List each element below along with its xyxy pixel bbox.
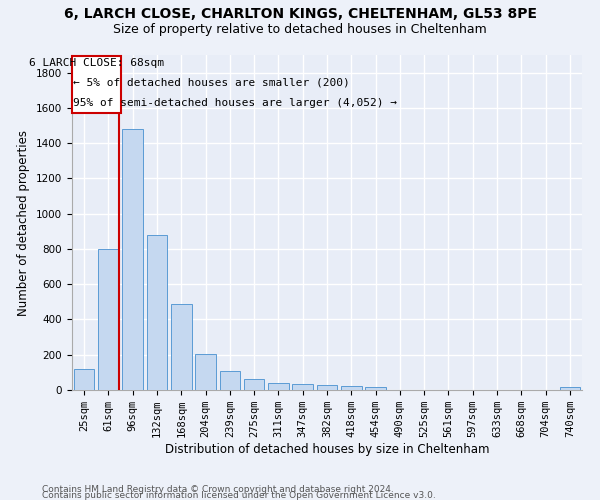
Text: 6 LARCH CLOSE: 68sqm: 6 LARCH CLOSE: 68sqm	[29, 58, 164, 68]
Bar	[98, 249, 119, 390]
Bar	[171, 304, 191, 390]
Bar	[74, 369, 94, 390]
Text: Contains HM Land Registry data © Crown copyright and database right 2024.: Contains HM Land Registry data © Crown c…	[42, 485, 394, 494]
Text: ← 5% of detached houses are smaller (200): ← 5% of detached houses are smaller (200…	[73, 78, 350, 88]
Bar	[341, 386, 362, 390]
X-axis label: Distribution of detached houses by size in Cheltenham: Distribution of detached houses by size …	[165, 443, 489, 456]
Bar	[268, 383, 289, 390]
FancyBboxPatch shape	[72, 56, 121, 113]
Text: Size of property relative to detached houses in Cheltenham: Size of property relative to detached ho…	[113, 22, 487, 36]
Bar	[292, 384, 313, 390]
Text: 6, LARCH CLOSE, CHARLTON KINGS, CHELTENHAM, GL53 8PE: 6, LARCH CLOSE, CHARLTON KINGS, CHELTENH…	[64, 8, 536, 22]
Bar	[146, 235, 167, 390]
Bar	[317, 384, 337, 390]
Bar	[220, 372, 240, 390]
Bar	[244, 378, 265, 390]
Bar	[195, 354, 216, 390]
Bar	[122, 129, 143, 390]
Y-axis label: Number of detached properties: Number of detached properties	[17, 130, 31, 316]
Bar	[365, 388, 386, 390]
Bar	[560, 387, 580, 390]
Text: Contains public sector information licensed under the Open Government Licence v3: Contains public sector information licen…	[42, 491, 436, 500]
Text: 95% of semi-detached houses are larger (4,052) →: 95% of semi-detached houses are larger (…	[73, 98, 397, 108]
